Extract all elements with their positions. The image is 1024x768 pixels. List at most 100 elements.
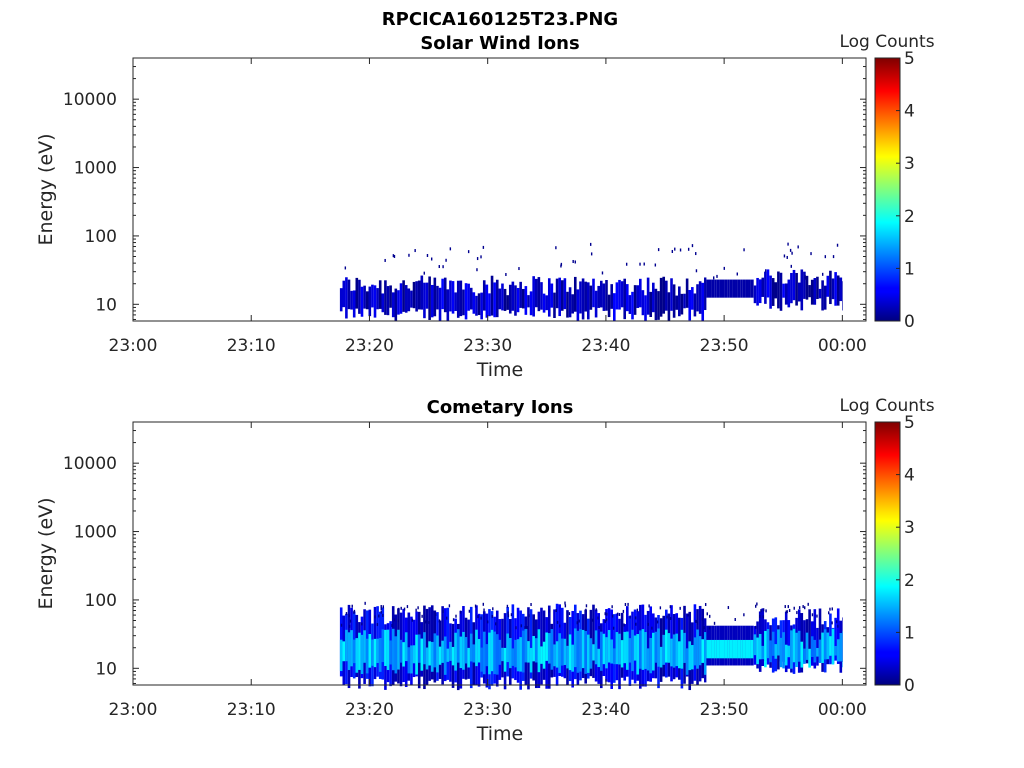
heatmap-cell [381,629,385,663]
heatmap-cell [560,264,562,268]
heatmap-cell [826,275,830,297]
heatmap-cell [380,607,382,611]
heatmap-cell [701,639,705,663]
x-axis-label: Time [476,723,524,745]
heatmap-cell [462,289,465,316]
heatmap-cell [797,245,799,249]
x-tick-label: 23:10 [227,336,276,356]
heatmap-cell [417,606,419,610]
heatmap-cell [735,639,738,659]
heatmap-cell [564,601,566,605]
heatmap-cell [787,620,791,669]
heatmap-cell [589,638,593,669]
heatmap-cell [711,639,715,659]
heatmap-cell [670,616,672,620]
heatmap-cell [342,280,346,308]
heatmap-cell [446,607,450,680]
heatmap-cell [545,295,548,311]
heatmap-cell [732,639,735,659]
heatmap-cell [695,252,697,256]
heatmap-cell [771,278,775,306]
heatmap-cell [761,277,765,297]
heatmap-cell [566,291,569,318]
heatmap-cell [615,632,619,665]
heatmap-cell [378,280,382,309]
heatmap-cell [716,274,718,278]
heatmap-cell [670,278,673,311]
heatmap-cell [629,615,631,619]
heatmap-cell [488,293,491,317]
heatmap-cell [605,618,608,622]
heatmap-cell [648,604,650,608]
heatmap-cell [515,626,517,630]
heatmap-cell [506,295,509,310]
heatmap-cell [560,638,564,666]
x-tick-label: 00:00 [818,700,867,720]
heatmap-cell [573,628,577,668]
heatmap-cell [753,279,754,298]
heatmap-cell [410,290,413,308]
heatmap-cell [581,629,585,669]
heatmap-cell [611,614,614,618]
heatmap-cell [348,624,351,628]
y-tick-label: 10 [95,295,117,315]
heatmap-cell [742,639,746,659]
heatmap-cell [657,628,660,667]
heatmap-cell [389,285,392,308]
heatmap-cell [576,289,580,321]
heatmap-cell [618,279,621,310]
heatmap-cell [687,613,689,617]
heatmap-cell [787,242,789,246]
heatmap-cell [360,634,364,675]
heatmap-cell [651,626,653,630]
heatmap-cell [797,282,801,302]
heatmap-cell [394,288,398,322]
heatmap-cell [449,280,452,312]
heatmap-cell [604,612,606,616]
heatmap-cell [810,252,812,256]
heatmap-cell [691,244,694,248]
heatmap-cell [680,629,684,669]
heatmap-cell [584,281,587,312]
heatmap-cell [428,276,431,320]
heatmap-cell [646,277,650,315]
heatmap-cell [792,628,796,663]
plot-frame [132,57,867,322]
heatmap-cell [636,634,640,675]
heatmap-cell [811,613,814,617]
heatmap-cell [488,632,491,675]
x-tick-label: 23:30 [463,700,512,720]
heatmap-cell [711,279,715,298]
heatmap-cell [714,279,717,298]
heatmap-cell [748,279,751,298]
heatmap-cell [345,277,348,319]
heatmap-cell [349,619,352,623]
heatmap-cell [386,629,390,671]
y-tick-label: 10000 [63,454,117,474]
heatmap-cell [636,608,639,612]
heatmap-cell [553,644,556,667]
heatmap-cell [727,279,730,298]
heatmap-cell [553,292,556,318]
heatmap-cell [740,639,743,659]
heatmap-cell [597,648,600,668]
heatmap-cell [511,648,515,666]
heatmap-cell [558,633,561,673]
heatmap-cell [639,262,641,266]
heatmap-cell [384,258,386,262]
heatmap-cell [585,608,587,612]
heatmap-cell [529,291,533,316]
heatmap-cell [774,282,778,299]
heatmap-cell [696,284,699,312]
heatmap-cell [348,614,350,618]
heatmap-cell [482,245,485,249]
heatmap-cell [425,608,429,685]
heatmap-cell [542,641,546,669]
heatmap-cell [842,631,843,668]
heatmap-cell [560,262,563,266]
heatmap-cell [662,276,666,314]
heatmap-cell [704,603,707,607]
heatmap-cell [384,280,387,315]
colorbar-tick-label: 5 [904,413,915,433]
